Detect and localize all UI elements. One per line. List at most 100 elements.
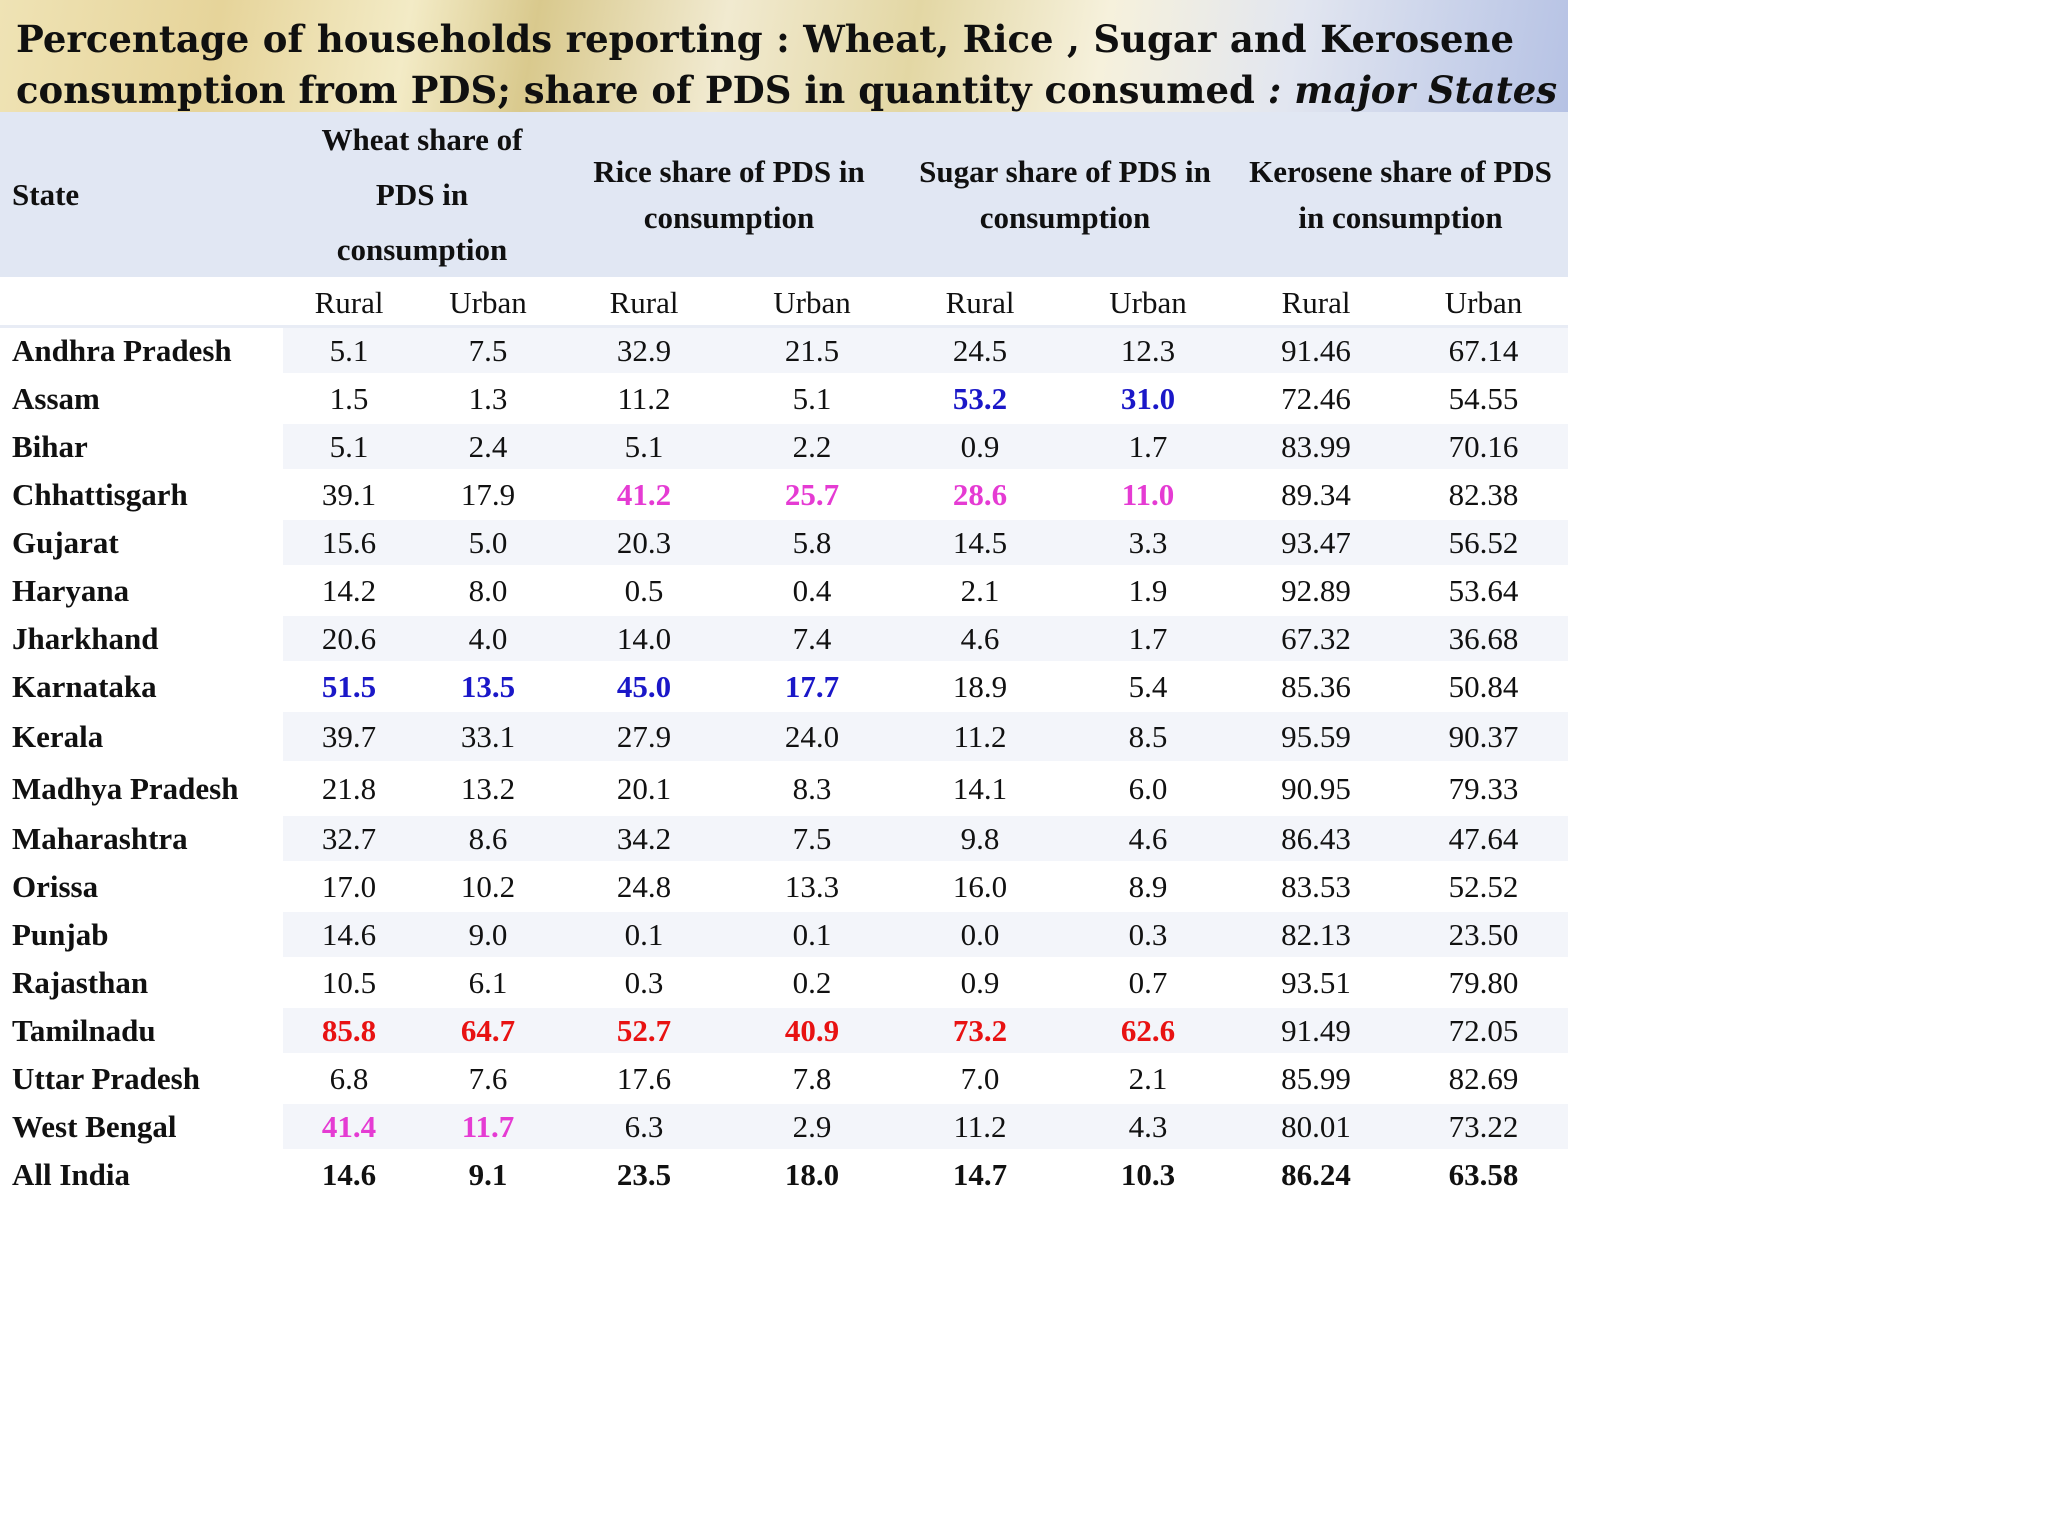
kerosene-urban-cell: 82.69 xyxy=(1399,1054,1568,1104)
wheat-rural-cell: 39.1 xyxy=(283,470,415,520)
kerosene-rural-cell: 83.53 xyxy=(1233,862,1399,912)
total-sugar-urban-cell: 10.3 xyxy=(1063,1149,1233,1200)
rice-header: Rice share of PDS in consumption xyxy=(561,112,897,280)
sugar-rural-cell: 7.0 xyxy=(897,1054,1063,1104)
rice-rural-cell: 11.2 xyxy=(561,374,727,424)
kerosene-rural-cell: 80.01 xyxy=(1233,1102,1399,1152)
kerosene-header: Kerosene share of PDS in consumption xyxy=(1233,112,1568,280)
rice-rural-cell: 6.3 xyxy=(561,1102,727,1152)
kerosene-urban-cell: 70.16 xyxy=(1399,422,1568,472)
sugar-urban-cell: 1.7 xyxy=(1063,422,1233,472)
kerosene-rural-cell: 91.49 xyxy=(1233,1006,1399,1056)
wheat-urban-cell: 10.2 xyxy=(415,862,561,912)
state-name-cell: Rajasthan xyxy=(0,958,283,1008)
wheat-rural-cell: 41.4 xyxy=(283,1102,415,1152)
rice-rural-cell: 20.3 xyxy=(561,518,727,568)
sugar-rural-cell: 28.6 xyxy=(897,470,1063,520)
state-name-cell: Bihar xyxy=(0,422,283,472)
kerosene-urban-cell: 82.38 xyxy=(1399,470,1568,520)
sugar-rural-subheader: Rural xyxy=(897,278,1063,328)
rice-rural-cell: 41.2 xyxy=(561,470,727,520)
wheat-urban-subheader: Urban xyxy=(415,278,561,328)
state-name-cell: Madhya Pradesh xyxy=(0,762,283,816)
rice-urban-cell: 21.5 xyxy=(727,326,897,376)
sugar-urban-subheader: Urban xyxy=(1063,278,1233,328)
state-name-cell: Orissa xyxy=(0,862,283,912)
kerosene-urban-cell: 50.84 xyxy=(1399,662,1568,712)
kerosene-urban-cell: 54.55 xyxy=(1399,374,1568,424)
wheat-rural-cell: 21.8 xyxy=(283,762,415,816)
rice-urban-cell: 0.1 xyxy=(727,910,897,960)
kerosene-urban-cell: 36.68 xyxy=(1399,614,1568,664)
wheat-urban-cell: 7.5 xyxy=(415,326,561,376)
kerosene-rural-cell: 93.51 xyxy=(1233,958,1399,1008)
total-wheat-urban-cell: 9.1 xyxy=(415,1149,561,1200)
sugar-rural-cell: 0.9 xyxy=(897,422,1063,472)
sugar-urban-cell: 8.5 xyxy=(1063,710,1233,764)
sugar-rural-cell: 2.1 xyxy=(897,566,1063,616)
rice-urban-cell: 13.3 xyxy=(727,862,897,912)
kerosene-rural-cell: 85.36 xyxy=(1233,662,1399,712)
wheat-header: Wheat share of PDS in consumption xyxy=(283,112,561,280)
wheat-rural-cell: 15.6 xyxy=(283,518,415,568)
state-name-cell: Karnataka xyxy=(0,662,283,712)
sugar-rural-cell: 9.8 xyxy=(897,814,1063,864)
state-name-cell: Assam xyxy=(0,374,283,424)
sugar-urban-cell: 62.6 xyxy=(1063,1006,1233,1056)
rice-urban-cell: 40.9 xyxy=(727,1006,897,1056)
rice-urban-subheader: Urban xyxy=(727,278,897,328)
table-row: Madhya Pradesh 21.8 13.2 20.1 8.3 14.1 6.0 90.9… xyxy=(0,762,1568,816)
sugar-rural-cell: 16.0 xyxy=(897,862,1063,912)
rice-urban-cell: 7.8 xyxy=(727,1054,897,1104)
kerosene-rural-subheader: Rural xyxy=(1233,278,1399,328)
wheat-urban-cell: 6.1 xyxy=(415,958,561,1008)
state-name-cell: Tamilnadu xyxy=(0,1006,283,1056)
kerosene-rural-cell: 85.99 xyxy=(1233,1054,1399,1104)
table-row: Haryana 14.2 8.0 0.5 0.4 2.1 1.9 92.89 53.64 xyxy=(0,566,1568,616)
state-name-cell: Haryana xyxy=(0,566,283,616)
sugar-rural-cell: 14.1 xyxy=(897,762,1063,816)
kerosene-urban-cell: 47.64 xyxy=(1399,814,1568,864)
table-row: Tamilnadu 85.8 64.7 52.7 40.9 73.2 62.6 91.49 72… xyxy=(0,1006,1568,1056)
wheat-urban-cell: 8.0 xyxy=(415,566,561,616)
kerosene-urban-cell: 79.33 xyxy=(1399,762,1568,816)
pds-table: State Wheat share of PDS in consumption … xyxy=(0,112,1568,1200)
table-row: West Bengal 41.4 11.7 6.3 2.9 11.2 4.3 80.01 73.… xyxy=(0,1102,1568,1152)
rice-urban-cell: 17.7 xyxy=(727,662,897,712)
rice-urban-cell: 7.5 xyxy=(727,814,897,864)
rice-urban-cell: 25.7 xyxy=(727,470,897,520)
kerosene-rural-cell: 83.99 xyxy=(1233,422,1399,472)
table-row: Bihar 5.1 2.4 5.1 2.2 0.9 1.7 83.99 70.16 xyxy=(0,422,1568,472)
state-name-cell: Andhra Pradesh xyxy=(0,326,283,376)
sugar-urban-cell: 1.7 xyxy=(1063,614,1233,664)
wheat-urban-cell: 1.3 xyxy=(415,374,561,424)
kerosene-rural-cell: 92.89 xyxy=(1233,566,1399,616)
sugar-rural-cell: 0.9 xyxy=(897,958,1063,1008)
kerosene-urban-subheader: Urban xyxy=(1399,278,1568,328)
wheat-rural-cell: 20.6 xyxy=(283,614,415,664)
total-kerosene-urban-cell: 63.58 xyxy=(1399,1149,1568,1200)
kerosene-urban-cell: 53.64 xyxy=(1399,566,1568,616)
wheat-urban-cell: 8.6 xyxy=(415,814,561,864)
sugar-header: Sugar share of PDS in consumption xyxy=(897,112,1233,280)
sugar-rural-cell: 11.2 xyxy=(897,1102,1063,1152)
wheat-rural-cell: 32.7 xyxy=(283,814,415,864)
state-header: State xyxy=(0,112,283,280)
rice-rural-subheader: Rural xyxy=(561,278,727,328)
rice-rural-cell: 32.9 xyxy=(561,326,727,376)
rice-rural-cell: 14.0 xyxy=(561,614,727,664)
rice-rural-cell: 27.9 xyxy=(561,710,727,764)
sugar-header-text: Sugar share of PDS in consumption xyxy=(919,153,1211,235)
rice-rural-cell: 17.6 xyxy=(561,1054,727,1104)
sugar-rural-cell: 53.2 xyxy=(897,374,1063,424)
sugar-urban-cell: 3.3 xyxy=(1063,518,1233,568)
state-name-cell: Gujarat xyxy=(0,518,283,568)
subheader-blank xyxy=(0,278,283,328)
kerosene-rural-cell: 90.95 xyxy=(1233,762,1399,816)
rice-urban-cell: 5.1 xyxy=(727,374,897,424)
table-row: Gujarat 15.6 5.0 20.3 5.8 14.5 3.3 93.47 56.52 xyxy=(0,518,1568,568)
table-row: Punjab 14.6 9.0 0.1 0.1 0.0 0.3 82.13 23.50 xyxy=(0,910,1568,960)
subheader-row: Rural Urban Rural Urban Rural Urban Rura… xyxy=(0,278,1568,328)
kerosene-rural-cell: 82.13 xyxy=(1233,910,1399,960)
table-row: Maharashtra 32.7 8.6 34.2 7.5 9.8 4.6 86.43 47.6… xyxy=(0,814,1568,864)
